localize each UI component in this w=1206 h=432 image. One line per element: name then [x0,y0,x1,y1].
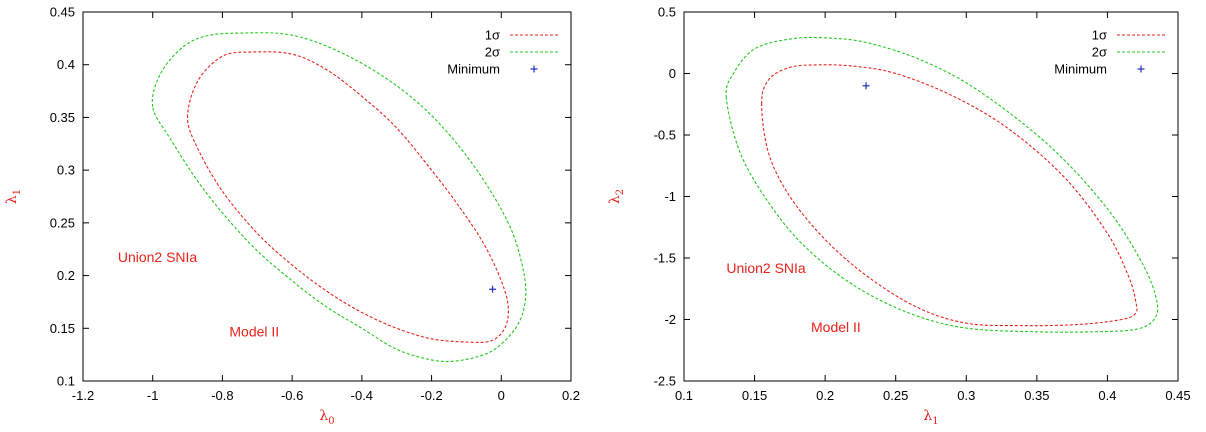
left-x-tick-label: -1 [147,388,159,403]
right-y-axis-subscript: 2 [615,189,626,195]
left-x-axis-subscript: 0 [328,416,334,427]
right-contour-2sigma [725,36,1159,333]
right-x-tick-label: 0.25 [883,388,908,403]
left-y-axis-subscript: 1 [12,189,23,195]
right-minimum-marker [862,82,870,90]
right-y-tick-label: 0.5 [658,5,676,20]
left-x-axis-title: λ0 [319,408,334,427]
right-contour-1sigma [761,64,1138,327]
right-legend-sample-minimum [1137,65,1145,73]
right-y-tick-label: -1.5 [654,251,676,266]
left-contour-2sigma [151,32,527,363]
left-annotation-model: Model II [229,324,279,340]
right-legend-label-minimum: Minimum [1054,62,1107,77]
right-y-axis-symbol: λ [607,195,623,204]
left-y-tick-label: 0.3 [57,163,75,178]
right-x-tick-label: 0.3 [957,388,975,403]
left-y-tick-label: 0.2 [57,268,75,283]
left-x-tick-label: 0 [498,388,505,403]
left-y-tick-label: 0.25 [50,215,75,230]
right-annotation-dataset: Union2 SNIa [726,260,806,276]
left-plot-frame [82,11,572,382]
right-x-tick-label: 0.45 [1165,388,1190,403]
right-x-axis-subscript: 1 [932,416,938,427]
left-y-tick-label: 0.15 [50,321,75,336]
left-y-tick-label: 0.35 [50,110,75,125]
left-y-axis-title: λ1 [4,189,23,204]
left-y-tick-label: 0.4 [57,57,75,72]
left-minimum-marker [489,285,497,293]
right-x-axis-title: λ1 [923,408,938,427]
right-legend-label-1sigma: 1σ [1092,28,1107,43]
left-legend-label-2sigma: 2σ [485,45,500,60]
left-x-axis-symbol: λ [319,408,328,424]
left-legend-label-1sigma: 1σ [485,28,500,43]
right-y-tick-label: -2 [664,312,676,327]
left-legend-sample-minimum [530,65,538,73]
right-y-axis-title: λ2 [607,189,626,204]
left-x-tick-label: -1.2 [72,388,94,403]
right-x-tick-label: 0.15 [742,388,767,403]
left-y-tick-label: 0.1 [57,374,75,389]
contour-chart-lambda1-lambda2: 0.1 0.15 0.2 0.25 0.3 0.35 0.4 0.45 -2.5 -2 -1.5 -1… [607,5,1191,428]
right-y-tick-label: 0 [669,66,676,81]
left-x-tick-label: -0.6 [281,388,303,403]
right-x-tick-label: 0.2 [816,388,834,403]
left-legend-label-minimum: Minimum [447,62,500,77]
left-x-tick-label: -0.8 [211,388,233,403]
left-contour-1sigma [187,51,509,344]
left-x-tick-label: -0.4 [351,388,373,403]
left-x-tick-label: -0.2 [420,388,442,403]
right-x-tick-label: 0.1 [675,388,693,403]
right-y-tick-label: -2.5 [654,374,676,389]
right-x-tick-label: 0.35 [1024,388,1049,403]
right-y-tick-label: -0.5 [654,128,676,143]
left-y-tick-label: 0.45 [50,5,75,20]
left-y-axis-symbol: λ [4,195,20,204]
left-annotation-dataset: Union2 SNIa [118,249,198,265]
right-annotation-model: Model II [811,319,861,335]
contour-chart-lambda0-lambda1: -1.2 -1 -0.8 -0.6 -0.4 -0.2 0 0.2 0.1 0.15 0.2 0.25… [4,5,580,428]
right-x-axis-symbol: λ [923,408,932,424]
left-x-tick-label: 0.2 [562,388,580,403]
right-y-tick-label: -1 [664,189,676,204]
right-legend-label-2sigma: 2σ [1092,45,1107,60]
right-x-tick-label: 0.4 [1098,388,1116,403]
